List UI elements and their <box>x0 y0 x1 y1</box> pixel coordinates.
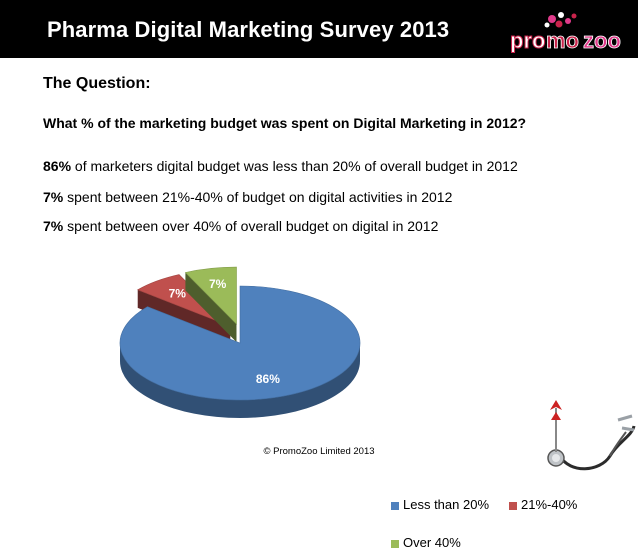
legend-label: 21%-40% <box>521 497 578 512</box>
pie-chart-svg: 7% 7% 86% <box>119 266 361 418</box>
svg-text:mo: mo <box>546 28 579 53</box>
page-title: Pharma Digital Marketing Survey 2013 <box>47 17 450 42</box>
svg-text:zoo: zoo <box>583 28 621 53</box>
pie-data-label: 7% <box>209 277 227 291</box>
legend-swatch <box>391 539 399 548</box>
legend-label: Less than 20% <box>403 497 490 512</box>
pie-data-label: 7% <box>169 287 187 301</box>
finding-value: 86% <box>43 158 72 174</box>
pie-data-label: 86% <box>256 372 280 386</box>
pie-slice-edge <box>185 272 237 343</box>
pie-slice-top <box>137 274 231 327</box>
legend-item-21-40: 21%-40% <box>509 497 577 512</box>
pie-slice-side <box>120 343 360 418</box>
legend-swatch <box>509 501 517 510</box>
question-heading: The Question: <box>43 75 151 92</box>
legend-item-less-than-20: Less than 20% <box>391 497 489 512</box>
finding-value: 7% <box>43 189 64 205</box>
finding-21-40: 7% spent between 21%-40% of budget on di… <box>43 189 452 205</box>
pie-slice-top <box>184 266 237 325</box>
promozoo-logo: pro mo zoo <box>510 12 621 54</box>
svg-text:pro: pro <box>510 28 545 53</box>
stethoscope-dart-icon <box>547 400 636 471</box>
finding-less-than-20: 86% of marketers digital budget was less… <box>43 158 518 174</box>
finding-text: spent between 21%-40% of budget on digit… <box>63 189 453 205</box>
legend-swatch <box>391 501 399 510</box>
copyright-notice: © PromoZoo Limited 2013 <box>263 446 375 457</box>
pie-slice-top <box>119 285 361 401</box>
finding-text: of marketers digital budget was less tha… <box>71 158 518 174</box>
title-bar: Pharma Digital Marketing Survey 2013 pro… <box>0 0 638 58</box>
legend-item-over-40: Over 40% <box>391 535 461 550</box>
question-text: What % of the marketing budget was spent… <box>43 115 527 131</box>
finding-over-40: 7% spent between over 40% of overall bud… <box>43 218 438 234</box>
pie-slice-2: 7% <box>184 266 237 343</box>
finding-text: spent between over 40% of overall budget… <box>63 218 439 234</box>
pie-chart: 7% 7% 86% Less than 20% 21%-40% Over 40% <box>0 250 638 550</box>
pie-slice-0: 86% <box>119 285 361 418</box>
legend-label: Over 40% <box>403 535 461 550</box>
finding-value: 7% <box>43 218 64 234</box>
